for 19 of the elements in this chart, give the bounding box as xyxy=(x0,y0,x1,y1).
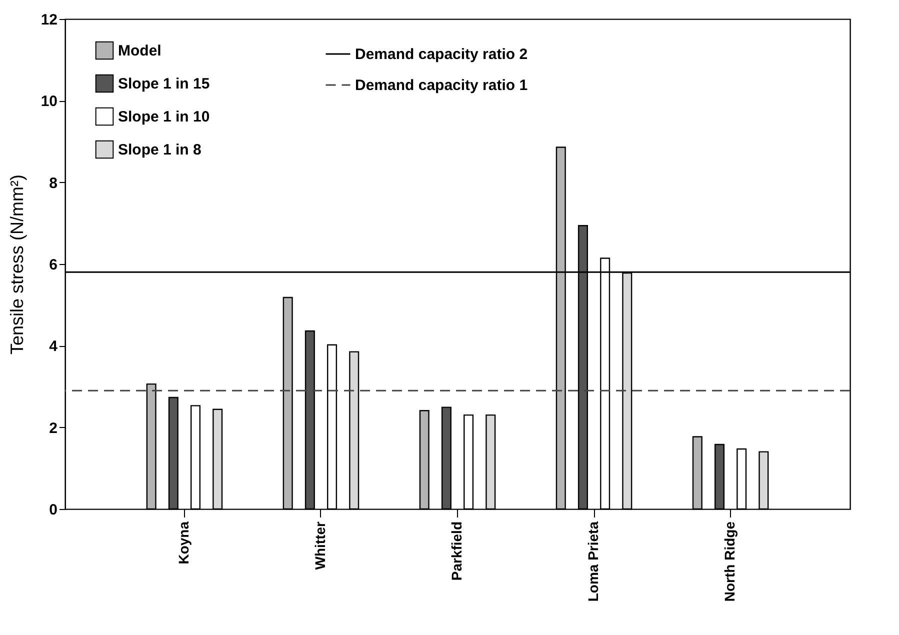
legend-label: Demand capacity ratio 2 xyxy=(355,46,528,63)
legend-label: Slope 1 in 8 xyxy=(118,142,202,158)
y-tick-label: 8 xyxy=(49,174,58,192)
y-tick-label: 12 xyxy=(40,12,58,28)
y-tick-label: 2 xyxy=(49,420,58,437)
y-tick-label: 0 xyxy=(49,502,58,518)
y-tick-label: 6 xyxy=(49,256,58,274)
y-axis-title: Tensile stress (N/mm²) xyxy=(6,174,27,355)
legend-label: Slope 1 in 10 xyxy=(118,108,210,126)
x-tick-label: Whitter xyxy=(312,520,328,570)
x-tick-label: Koyna xyxy=(175,521,192,564)
x-tick-label: Loma Prieta xyxy=(585,521,602,602)
x-tick-label: North Ridge xyxy=(722,521,738,602)
legend-label: Slope 1 in 15 xyxy=(118,76,210,92)
legend-label: Demand capacity ratio 1 xyxy=(355,77,528,94)
y-tick-label: 4 xyxy=(49,338,58,356)
legend-label: Model xyxy=(118,42,162,60)
y-tick-label: 10 xyxy=(40,93,58,110)
x-tick-label: Parkfield xyxy=(448,522,464,581)
